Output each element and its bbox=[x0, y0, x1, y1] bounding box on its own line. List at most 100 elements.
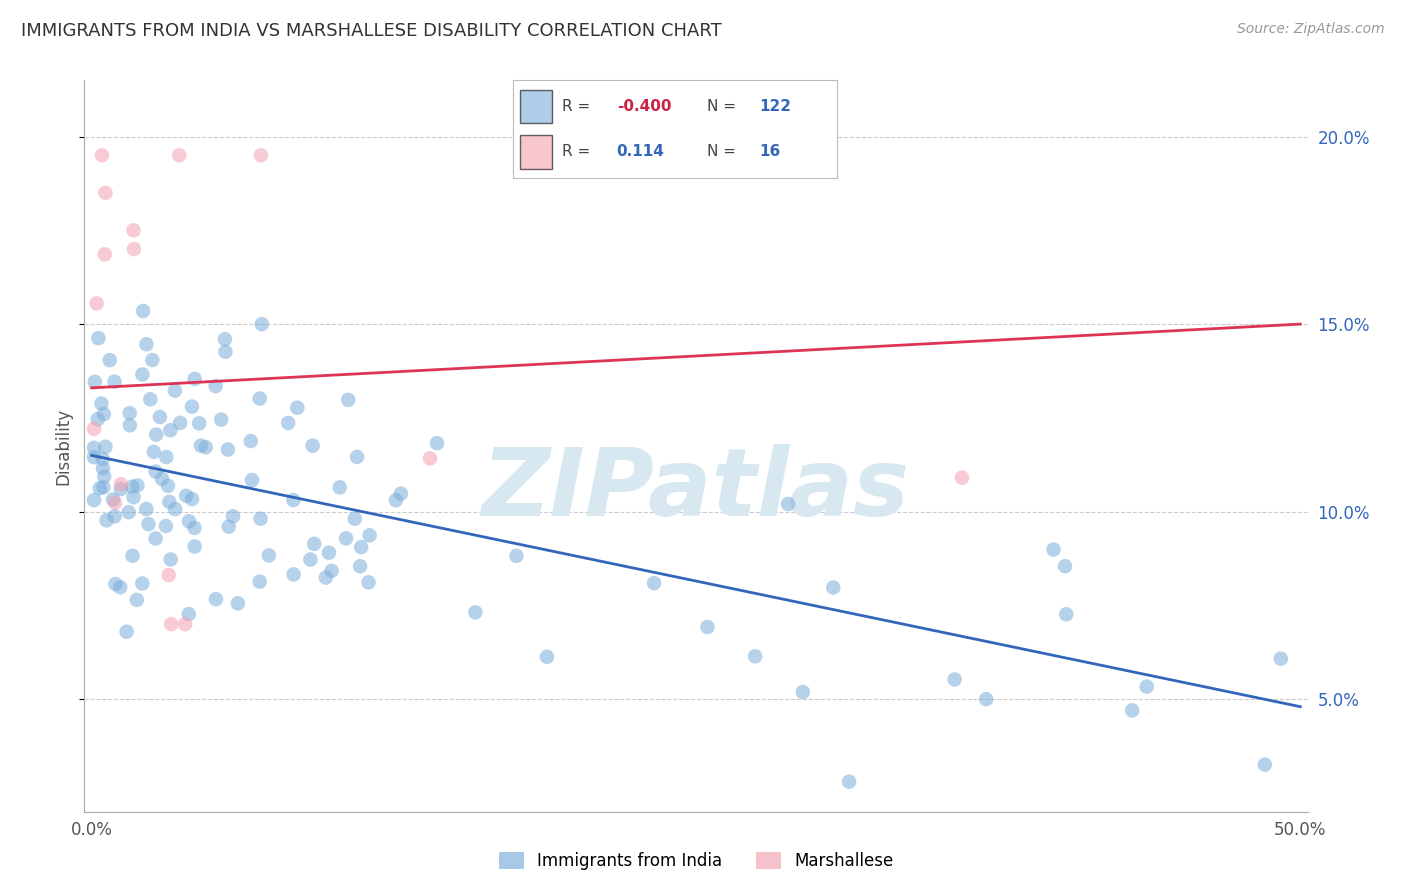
Point bbox=[86, 412, 108, 426]
Point bbox=[156, 479, 179, 493]
Point bbox=[302, 537, 325, 551]
Point bbox=[299, 552, 322, 566]
Point bbox=[217, 442, 239, 457]
Point bbox=[321, 564, 343, 578]
Point bbox=[83, 422, 105, 436]
Point bbox=[115, 624, 138, 639]
Point bbox=[149, 409, 172, 424]
Point bbox=[160, 617, 183, 632]
Point bbox=[184, 540, 207, 554]
Point bbox=[943, 673, 966, 687]
Point bbox=[183, 372, 205, 386]
Point bbox=[93, 407, 115, 421]
Point bbox=[1121, 703, 1143, 717]
Point bbox=[181, 491, 204, 506]
Point bbox=[346, 450, 368, 464]
Point bbox=[285, 401, 308, 415]
Point bbox=[83, 450, 105, 465]
Point bbox=[174, 617, 197, 632]
Text: N =: N = bbox=[707, 99, 741, 114]
Point bbox=[329, 480, 352, 494]
Point bbox=[357, 575, 380, 590]
Point bbox=[142, 445, 165, 459]
Point bbox=[101, 492, 124, 507]
Point bbox=[277, 416, 299, 430]
FancyBboxPatch shape bbox=[520, 90, 553, 123]
Point bbox=[1054, 607, 1077, 622]
Text: R =: R = bbox=[561, 145, 600, 160]
Point bbox=[337, 392, 360, 407]
Point bbox=[318, 546, 340, 560]
Point bbox=[155, 519, 177, 533]
Point bbox=[122, 490, 145, 504]
Point bbox=[214, 344, 236, 359]
Point bbox=[389, 486, 412, 500]
Point bbox=[204, 379, 226, 393]
Point bbox=[301, 439, 323, 453]
Point bbox=[169, 416, 191, 430]
Point bbox=[792, 685, 814, 699]
Point bbox=[93, 480, 115, 494]
Point bbox=[823, 581, 845, 595]
Point bbox=[250, 317, 273, 331]
Text: ZIPatlas: ZIPatlas bbox=[482, 444, 910, 536]
Point bbox=[167, 148, 190, 162]
Point bbox=[183, 521, 205, 535]
Point bbox=[135, 502, 157, 516]
Point bbox=[205, 592, 228, 607]
Point bbox=[89, 481, 111, 495]
Point bbox=[181, 400, 204, 414]
Point bbox=[94, 186, 117, 200]
Point bbox=[83, 375, 105, 389]
Point bbox=[343, 512, 366, 526]
Point bbox=[239, 434, 262, 448]
Text: N =: N = bbox=[707, 145, 741, 160]
Point bbox=[122, 242, 145, 256]
Point bbox=[1270, 652, 1292, 666]
Point bbox=[209, 412, 232, 426]
Text: R =: R = bbox=[561, 99, 595, 114]
Text: -0.400: -0.400 bbox=[617, 99, 671, 114]
Point bbox=[110, 477, 132, 491]
Point bbox=[90, 396, 112, 410]
Point bbox=[141, 353, 163, 368]
Point bbox=[145, 465, 167, 479]
Point bbox=[93, 469, 115, 483]
Point bbox=[536, 649, 558, 664]
Legend: Immigrants from India, Marshallese: Immigrants from India, Marshallese bbox=[492, 845, 900, 877]
Point bbox=[218, 519, 240, 533]
Point bbox=[643, 576, 665, 591]
Point bbox=[177, 514, 200, 528]
Point bbox=[121, 480, 143, 494]
Point bbox=[359, 528, 381, 542]
Point bbox=[110, 580, 132, 594]
Point bbox=[104, 496, 127, 510]
Point bbox=[138, 517, 160, 532]
FancyBboxPatch shape bbox=[520, 136, 553, 169]
Point bbox=[159, 552, 181, 566]
Point bbox=[1136, 680, 1159, 694]
Point bbox=[98, 353, 121, 368]
Point bbox=[96, 513, 118, 527]
Point bbox=[94, 440, 117, 454]
Point bbox=[118, 418, 141, 433]
Point bbox=[190, 439, 212, 453]
Point bbox=[696, 620, 718, 634]
Point bbox=[157, 568, 180, 582]
Point bbox=[249, 392, 271, 406]
Point bbox=[157, 495, 180, 509]
Point bbox=[131, 576, 153, 591]
Point bbox=[110, 482, 132, 496]
Point bbox=[94, 247, 117, 261]
Point bbox=[118, 505, 141, 519]
Point bbox=[174, 489, 197, 503]
Point bbox=[335, 532, 357, 546]
Point bbox=[226, 596, 249, 610]
Point bbox=[121, 549, 143, 563]
Point bbox=[104, 577, 127, 591]
Point bbox=[744, 649, 766, 664]
Point bbox=[350, 540, 373, 554]
Point bbox=[145, 532, 167, 546]
Point bbox=[283, 567, 305, 582]
Text: 0.114: 0.114 bbox=[617, 145, 665, 160]
